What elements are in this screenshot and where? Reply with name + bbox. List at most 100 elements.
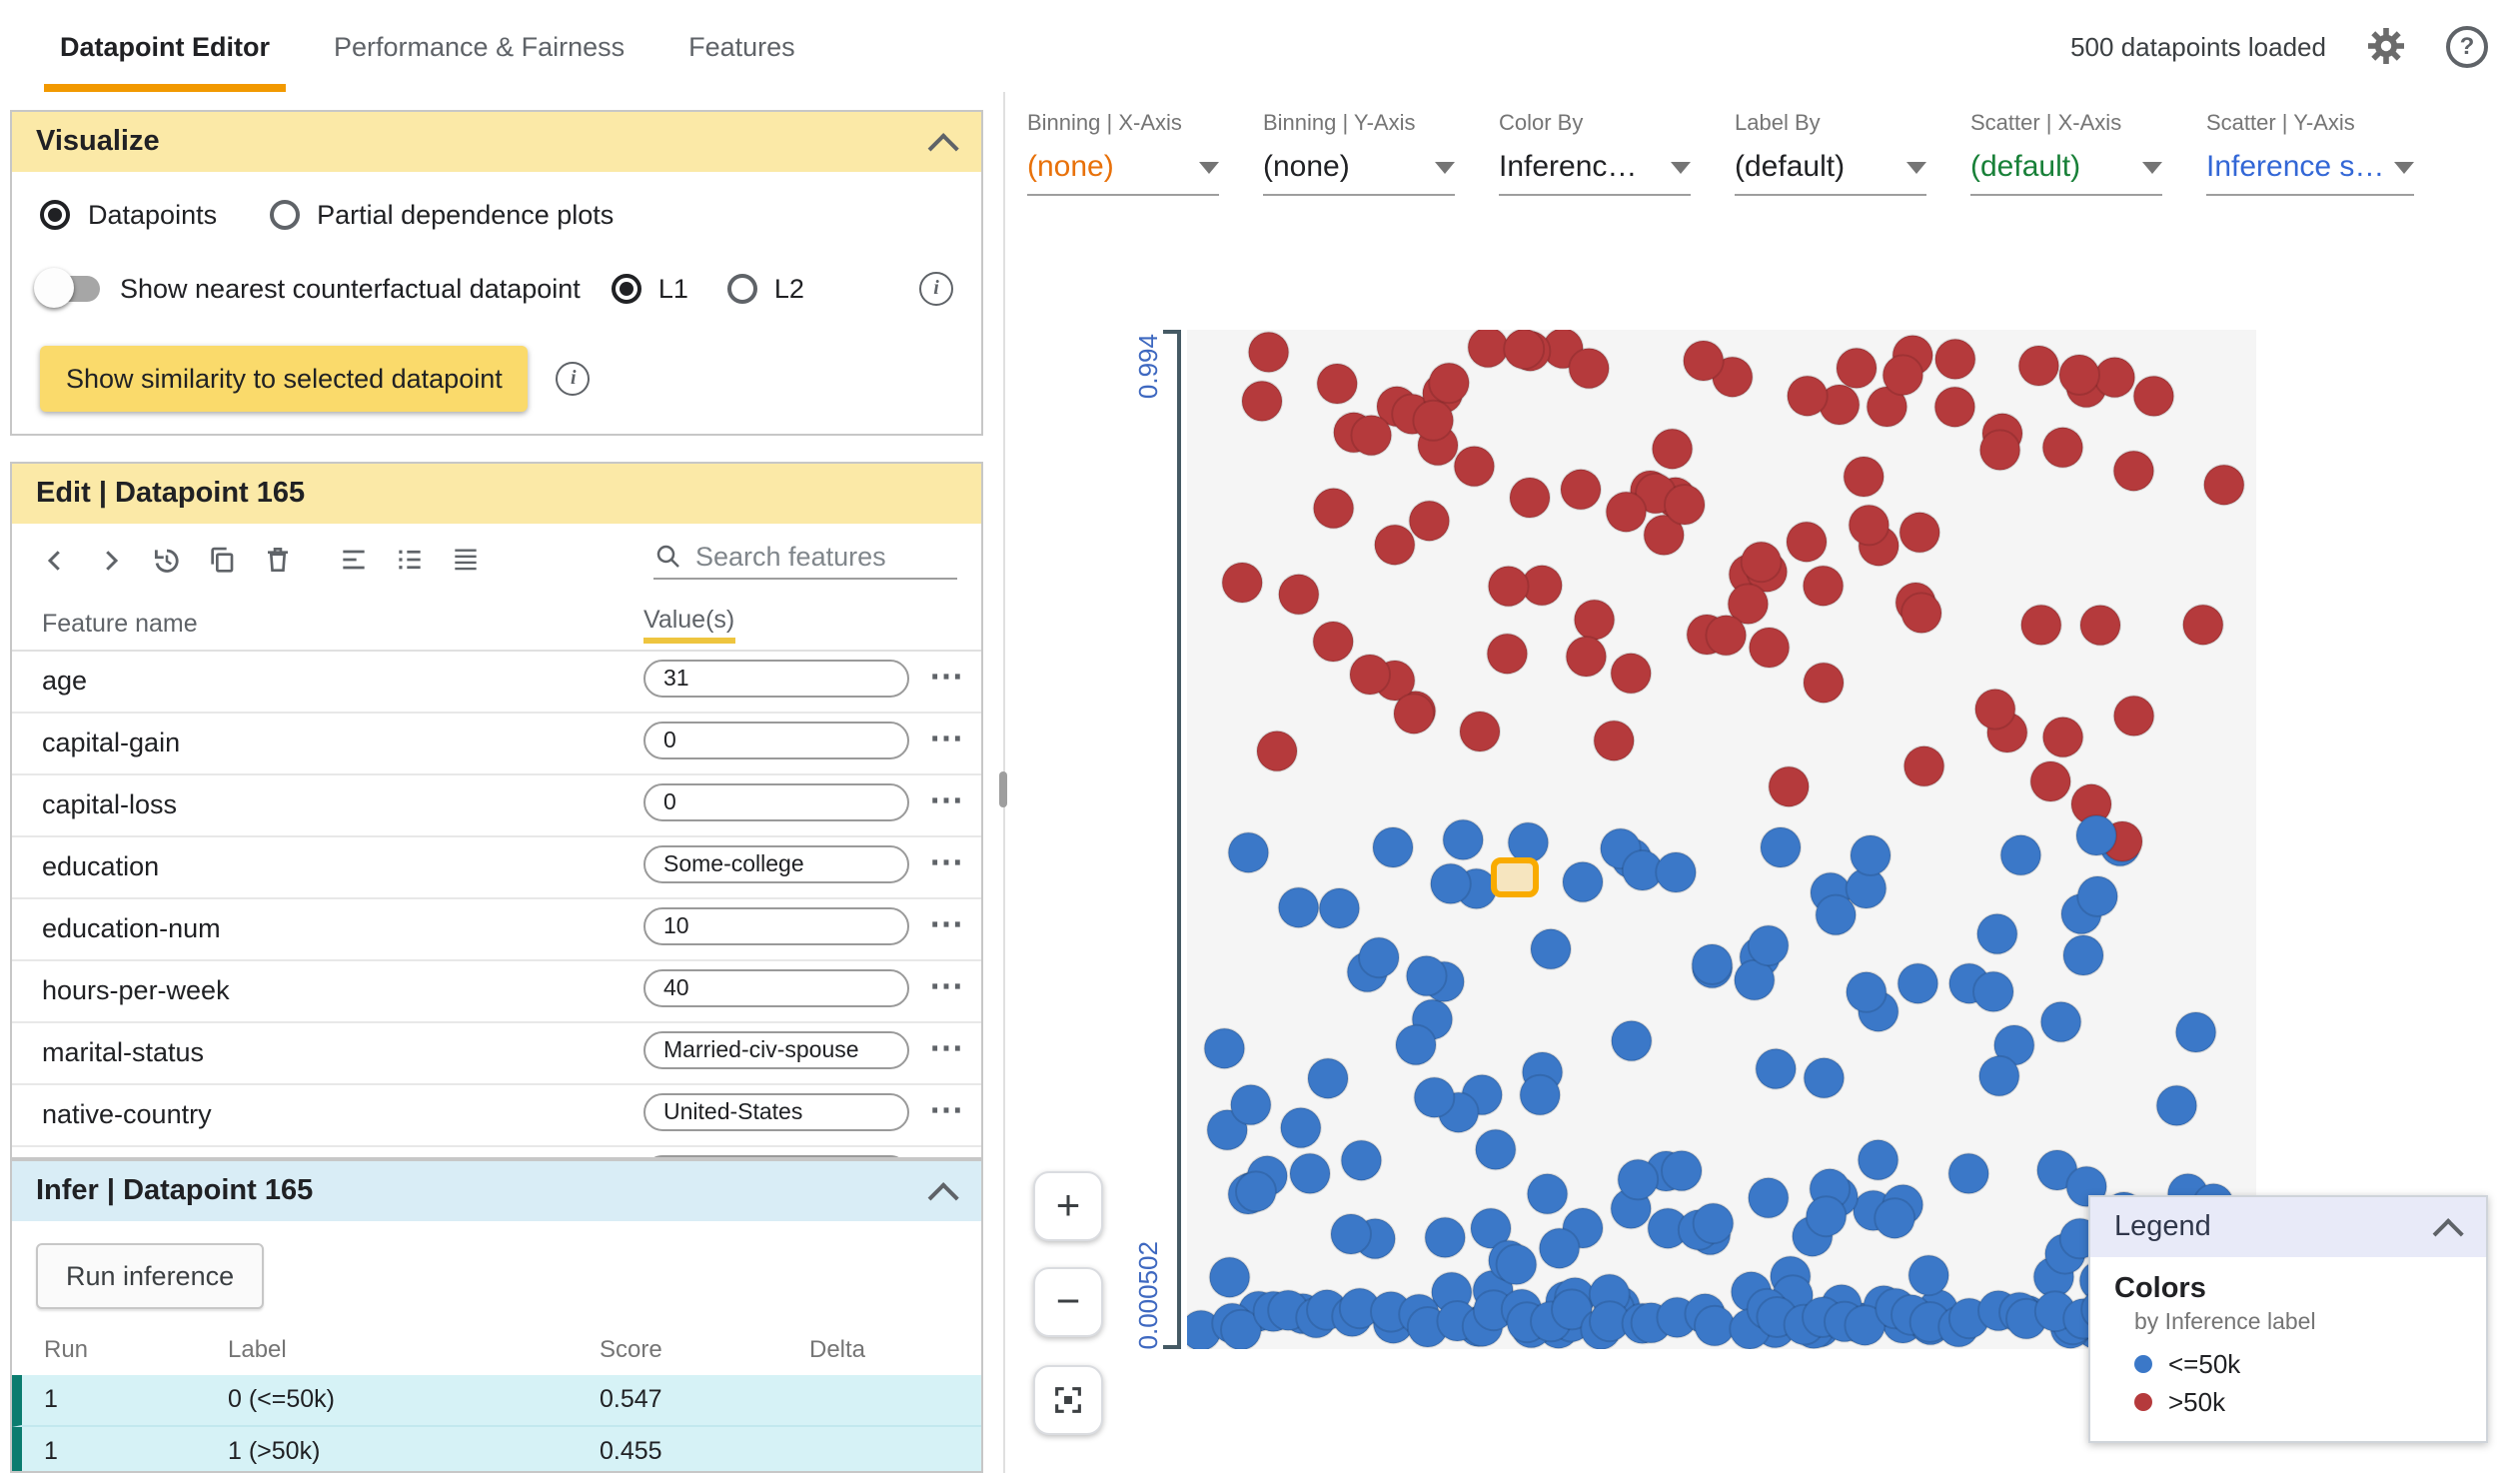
datapoint[interactable] [1486, 633, 1529, 676]
datapoint[interactable] [1605, 491, 1648, 534]
feature-value-input[interactable]: Some-college [643, 845, 909, 883]
previous-datapoint-icon[interactable] [28, 534, 80, 586]
datapoint[interactable] [1256, 730, 1298, 772]
datapoint[interactable] [1358, 936, 1400, 979]
datapoint[interactable] [1682, 340, 1725, 382]
datapoint[interactable] [1977, 1054, 2020, 1097]
datapoint[interactable] [1495, 1243, 1538, 1286]
datapoint[interactable] [1551, 1288, 1593, 1331]
datapoint[interactable] [2041, 426, 2084, 469]
datapoint[interactable] [2029, 760, 2072, 802]
datapoint[interactable] [1474, 1128, 1517, 1171]
datapoint[interactable] [2174, 1011, 2217, 1053]
datapoint[interactable] [1316, 363, 1359, 405]
selected-datapoint-marker[interactable] [1491, 857, 1539, 897]
datapoint[interactable] [1933, 386, 1976, 429]
datapoint[interactable] [1664, 484, 1706, 526]
collapse-chevron-icon[interactable] [927, 1181, 959, 1213]
datapoint[interactable] [1241, 380, 1283, 423]
datapoint[interactable] [1424, 1216, 1467, 1259]
datapoint[interactable] [1902, 744, 1945, 787]
datapoint[interactable] [2202, 464, 2245, 507]
datapoint[interactable] [1312, 621, 1355, 663]
row-menu-icon[interactable]: ⋯ [929, 720, 963, 757]
datapoint[interactable] [2062, 934, 2104, 976]
datapoint[interactable] [1565, 636, 1608, 678]
control-binning-y[interactable]: Binning | Y-Axis (none) [1263, 112, 1455, 196]
datapoint[interactable] [1747, 1176, 1790, 1219]
datapoint[interactable] [1972, 970, 2014, 1013]
row-menu-icon[interactable]: ⋯ [929, 905, 963, 943]
datapoint[interactable] [1428, 362, 1471, 405]
datapoint[interactable] [1786, 521, 1828, 564]
datapoint[interactable] [1836, 347, 1878, 390]
datapoint[interactable] [2039, 1000, 2082, 1043]
collapse-chevron-icon[interactable] [927, 132, 959, 164]
control-color-by[interactable]: Color By Inferenc… [1499, 112, 1691, 196]
datapoint[interactable] [1538, 1227, 1581, 1270]
control-value[interactable]: (none) [1263, 150, 1350, 184]
datapoint[interactable] [1610, 652, 1653, 695]
datapoint[interactable] [1229, 1083, 1272, 1126]
show-similarity-button[interactable]: Show similarity to selected datapoint [40, 345, 529, 411]
datapoint[interactable] [1882, 354, 1924, 397]
datapoint[interactable] [1208, 1256, 1251, 1299]
datapoint[interactable] [1405, 954, 1448, 997]
datapoint[interactable] [1655, 851, 1698, 893]
row-menu-icon[interactable]: ⋯ [929, 658, 963, 696]
row-menu-icon[interactable]: ⋯ [929, 1091, 963, 1129]
datapoint[interactable] [1350, 414, 1393, 457]
revert-history-icon[interactable] [140, 534, 192, 586]
datapoint[interactable] [1395, 1023, 1437, 1066]
feature-value-input[interactable]: 0 [643, 783, 909, 821]
feature-value-input[interactable]: 40 [643, 969, 909, 1007]
datapoint[interactable] [1803, 662, 1845, 705]
datapoint[interactable] [1277, 573, 1320, 616]
datapoint[interactable] [1768, 765, 1811, 808]
datapoint[interactable] [1467, 330, 1510, 369]
inference-result-row[interactable]: 1 1 (>50k) 0.455 [12, 1427, 981, 1471]
datapoint[interactable] [1247, 331, 1290, 374]
settings-gear-icon[interactable] [2366, 26, 2406, 66]
datapoint[interactable] [1803, 1056, 1846, 1099]
dense-list-icon[interactable] [440, 534, 492, 586]
datapoint[interactable] [1933, 338, 1976, 381]
datapoint[interactable] [1220, 1308, 1262, 1349]
datapoint[interactable] [2058, 354, 2100, 396]
next-datapoint-icon[interactable] [84, 534, 136, 586]
datapoint[interactable] [1727, 583, 1770, 626]
datapoint[interactable] [2181, 604, 2224, 647]
inference-result-row[interactable]: 1 0 (<=50k) 0.547 [12, 1375, 981, 1427]
datapoint[interactable] [2155, 1084, 2198, 1127]
datapoint[interactable] [1307, 1057, 1349, 1100]
datapoint[interactable] [1947, 1152, 1990, 1195]
row-menu-icon[interactable]: ⋯ [929, 967, 963, 1005]
datapoint[interactable] [1442, 818, 1485, 861]
tab-features[interactable]: Features [688, 31, 795, 61]
fit-to-screen-button[interactable] [1033, 1365, 1103, 1435]
counterfactual-toggle[interactable] [34, 267, 100, 307]
datapoint[interactable] [1691, 943, 1734, 985]
datapoint[interactable] [2019, 604, 2062, 647]
values-column-header[interactable]: Value(s) [643, 606, 735, 644]
tab-datapoint-editor[interactable]: Datapoint Editor [44, 0, 286, 92]
datapoint[interactable] [1747, 924, 1790, 967]
collapse-chevron-icon[interactable] [2432, 1217, 2464, 1249]
numbered-list-icon[interactable] [384, 534, 436, 586]
datapoint[interactable] [1848, 504, 1890, 547]
datapoint[interactable] [1503, 330, 1546, 371]
datapoint[interactable] [1562, 860, 1604, 903]
datapoint[interactable] [1973, 688, 2016, 731]
datapoint[interactable] [1874, 1197, 1916, 1240]
control-scatter-y[interactable]: Scatter | Y-Axis Inference s… [2206, 112, 2414, 196]
control-value[interactable]: (default) [1970, 150, 2081, 184]
datapoint[interactable] [1318, 887, 1361, 929]
datapoint[interactable] [1412, 399, 1455, 442]
info-icon[interactable]: i [919, 271, 953, 305]
datapoint[interactable] [1312, 487, 1355, 530]
feature-value-input[interactable]: Married-civ-spouse [643, 1031, 909, 1069]
datapoint[interactable] [1733, 958, 1776, 1001]
delete-datapoint-icon[interactable] [252, 534, 304, 586]
search-features-input[interactable] [695, 541, 939, 571]
datapoint[interactable] [1530, 927, 1572, 970]
